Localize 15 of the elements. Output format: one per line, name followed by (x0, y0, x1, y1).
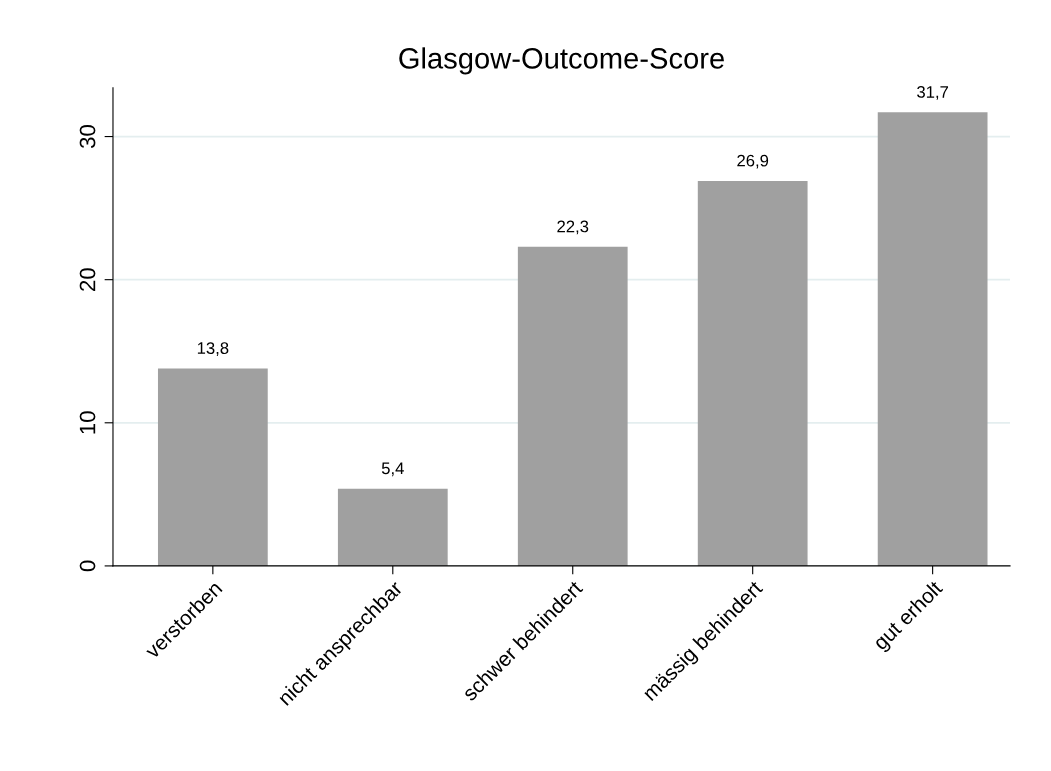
bar (517, 246, 628, 566)
y-tick-label: 0 (79, 560, 96, 572)
bar (157, 368, 268, 566)
data-label: 22,3 (557, 220, 589, 235)
data-label: 31,7 (917, 86, 949, 100)
chart-title: Glasgow-Outcome-Score (399, 47, 724, 75)
y-tick-label: 20 (79, 268, 96, 291)
data-label: 13,8 (197, 342, 229, 356)
bar (337, 488, 448, 566)
y-tick-label: 30 (79, 125, 96, 149)
data-label: 5,4 (381, 462, 404, 477)
data-label: 26,9 (737, 154, 769, 169)
bar (877, 112, 988, 566)
y-tick-label: 10 (79, 411, 96, 434)
bar (697, 180, 808, 566)
